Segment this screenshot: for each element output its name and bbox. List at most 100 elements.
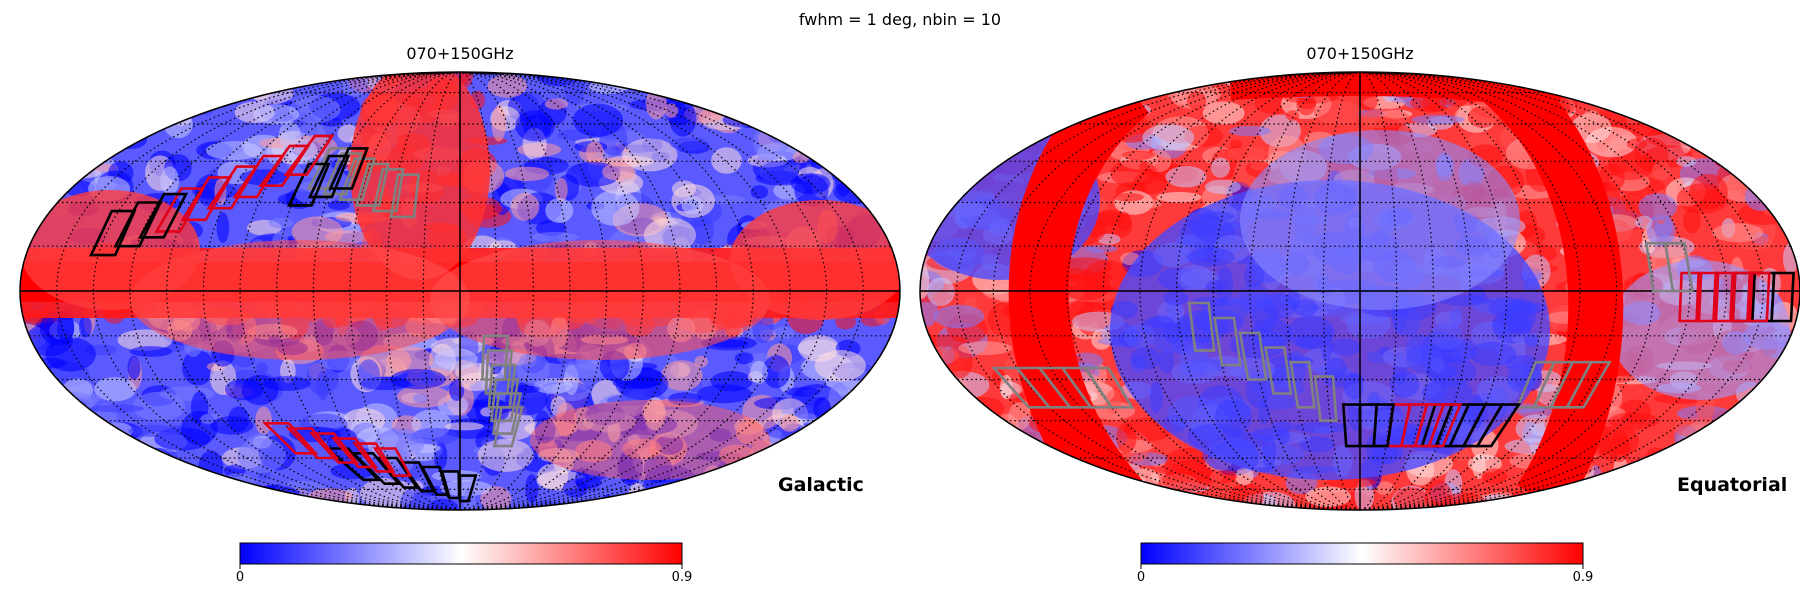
texture-blob bbox=[132, 391, 186, 421]
texture-blob bbox=[1010, 114, 1025, 147]
texture-blob bbox=[1467, 106, 1498, 128]
graticule-meridian bbox=[459, 72, 754, 510]
texture-blob bbox=[41, 421, 81, 449]
texture-blob bbox=[853, 72, 881, 101]
texture-blob bbox=[439, 480, 493, 497]
texture-blob bbox=[989, 106, 1003, 124]
texture-blob bbox=[1179, 72, 1213, 83]
texture-blob bbox=[787, 86, 815, 97]
texture-blob bbox=[20, 202, 31, 214]
texture-blob bbox=[922, 477, 957, 510]
texture-blob bbox=[634, 72, 680, 84]
texture-blob bbox=[1142, 124, 1195, 151]
texture-blob bbox=[20, 461, 31, 490]
texture-blob bbox=[1110, 159, 1158, 188]
texture-blob bbox=[1140, 491, 1177, 502]
texture-blob bbox=[20, 389, 65, 423]
texture-blob bbox=[1091, 329, 1112, 350]
texture-blob bbox=[692, 74, 705, 105]
patch-black bbox=[286, 162, 331, 207]
texture-blob bbox=[1671, 96, 1694, 130]
texture-blob bbox=[686, 485, 707, 495]
texture-blob bbox=[980, 101, 1025, 111]
texture-blob bbox=[1027, 96, 1055, 107]
texture-blob bbox=[1776, 362, 1800, 399]
texture-blob bbox=[20, 146, 45, 159]
texture-blob bbox=[847, 418, 894, 453]
texture-blob bbox=[1000, 92, 1051, 127]
texture-blob bbox=[921, 486, 970, 510]
texture-blob bbox=[229, 487, 252, 510]
texture-blob bbox=[813, 397, 831, 420]
texture-blob bbox=[1599, 77, 1625, 86]
texture-blob bbox=[867, 476, 900, 486]
graticule-meridian bbox=[459, 72, 498, 510]
texture-blob bbox=[26, 140, 72, 156]
texture-blob bbox=[835, 446, 860, 460]
texture-blob bbox=[146, 451, 172, 480]
texture-blob bbox=[30, 157, 76, 190]
texture-blob bbox=[111, 447, 160, 461]
texture-blob bbox=[575, 477, 602, 489]
texture-blob bbox=[1745, 428, 1764, 448]
texture-blob bbox=[1000, 374, 1013, 400]
texture-blob bbox=[1712, 223, 1764, 243]
texture-blob bbox=[427, 498, 459, 510]
texture-blob bbox=[1679, 118, 1694, 154]
texture-blob bbox=[37, 136, 81, 169]
texture-blob bbox=[871, 364, 892, 396]
texture-blob bbox=[645, 87, 667, 120]
texture-blob bbox=[1225, 147, 1268, 161]
patch-gray bbox=[1515, 360, 1557, 409]
texture-blob bbox=[602, 162, 636, 181]
texture-blob bbox=[1031, 469, 1065, 491]
texture-blob bbox=[1229, 482, 1264, 510]
texture-blob bbox=[1122, 150, 1155, 160]
texture-blob bbox=[637, 72, 654, 88]
texture-blob bbox=[133, 78, 152, 101]
texture-blob bbox=[79, 315, 92, 338]
texture-blob bbox=[110, 99, 154, 114]
texture-blob bbox=[814, 350, 866, 382]
colorbar-galactic bbox=[239, 542, 683, 565]
texture-blob bbox=[681, 196, 704, 215]
texture-blob bbox=[23, 84, 65, 114]
texture-blob bbox=[20, 72, 32, 82]
texture-blob bbox=[106, 95, 127, 129]
texture-blob bbox=[89, 90, 108, 105]
texture-blob bbox=[20, 497, 51, 510]
texture-blob bbox=[205, 141, 262, 161]
texture-blob bbox=[127, 88, 166, 116]
texture-blob bbox=[1787, 207, 1800, 219]
texture-blob bbox=[1039, 465, 1094, 500]
texture-blob bbox=[1715, 77, 1753, 97]
texture-blob bbox=[809, 432, 836, 460]
patch-red bbox=[372, 447, 413, 477]
texture-blob bbox=[47, 146, 69, 166]
texture-blob bbox=[954, 119, 991, 147]
texture-blob bbox=[965, 421, 1012, 448]
texture-blob bbox=[853, 109, 883, 123]
texture-blob bbox=[664, 103, 679, 118]
colorbar-min-label: 0 bbox=[235, 570, 245, 585]
texture-blob bbox=[923, 116, 944, 132]
texture-blob bbox=[237, 437, 286, 474]
texture-blob bbox=[1127, 486, 1148, 510]
coord-label-equatorial: Equatorial bbox=[1677, 474, 1788, 496]
texture-blob bbox=[1421, 96, 1446, 112]
texture-blob bbox=[1784, 492, 1798, 510]
texture-blob bbox=[40, 72, 92, 78]
texture-blob bbox=[966, 86, 1013, 111]
texture-blob bbox=[1744, 400, 1757, 427]
patch-red bbox=[1695, 271, 1720, 323]
texture-blob bbox=[939, 477, 992, 490]
texture-blob bbox=[1025, 485, 1067, 510]
graticule-meridian bbox=[459, 72, 791, 510]
texture-blob bbox=[687, 79, 707, 94]
texture-blob bbox=[652, 72, 691, 97]
texture-blob bbox=[755, 458, 792, 473]
texture-blob bbox=[765, 97, 796, 133]
texture-blob bbox=[386, 346, 434, 374]
texture-blob bbox=[712, 489, 751, 510]
